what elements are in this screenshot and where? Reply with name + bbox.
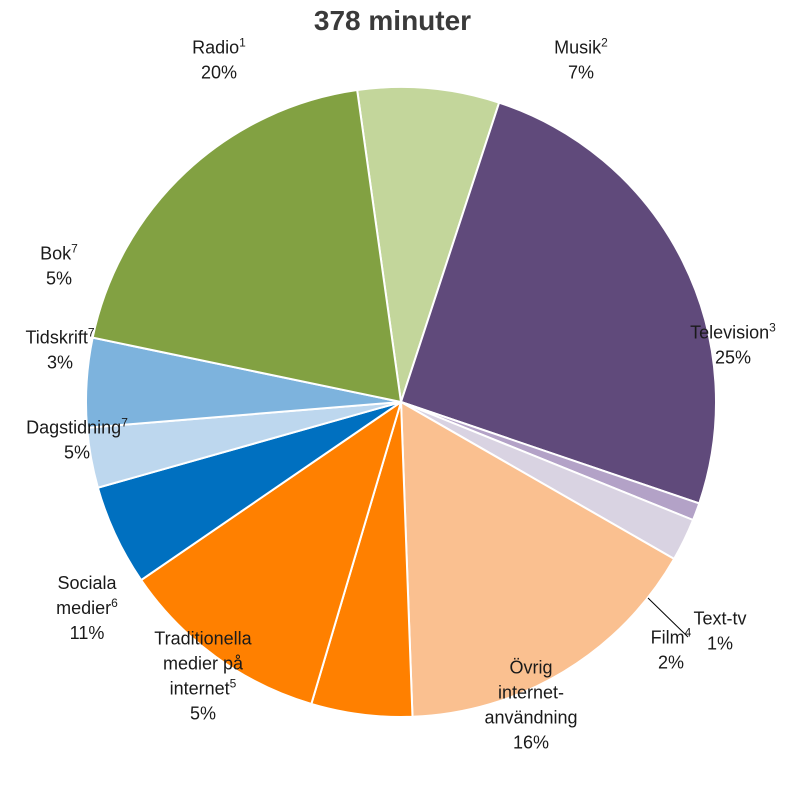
slice-label-film: Film4 2% xyxy=(651,626,692,673)
pie-slice-övrig-internet-användning xyxy=(399,400,676,718)
slice-value-övrig-internet-användning: 16% xyxy=(513,733,549,753)
slice-value-radio: 20% xyxy=(201,63,237,83)
slice-value-bok: 5% xyxy=(46,269,72,289)
chart-title: 378 minuter xyxy=(313,5,472,36)
slice-label-traditionella-medier-på-internet: Traditionella medier på internet5 5% xyxy=(154,629,252,724)
pie-slice-radio xyxy=(91,88,403,404)
slice-label-musik: Musik2 7% xyxy=(554,36,608,83)
slice-value-text-tv: 1% xyxy=(707,634,733,654)
slice-label-tidskrift: Tidskrift7 3% xyxy=(25,326,94,373)
slice-label-övrig-internet-användning: Övrig internet-användning 16% xyxy=(484,658,577,753)
slice-value-traditionella-medier-på-internet: 5% xyxy=(190,704,216,724)
slice-value-sociala-medier: 11% xyxy=(70,623,105,643)
slice-value-musik: 7% xyxy=(568,63,594,83)
slice-label-radio: Radio1 20% xyxy=(192,36,246,83)
slice-label-text-tv: Text-tv 1% xyxy=(693,609,746,654)
pie-slice-musik xyxy=(356,86,501,403)
slice-value-film: 2% xyxy=(658,653,684,673)
pie-slice-sociala-medier xyxy=(139,399,403,706)
slice-value-television: 25% xyxy=(715,348,751,368)
pie-slice-television xyxy=(399,101,718,505)
slice-label-dagstidning: Dagstidning7 5% xyxy=(26,416,128,463)
leader-line-text-tv xyxy=(647,597,689,638)
slice-value-tidskrift: 3% xyxy=(47,353,73,373)
slice-value-dagstidning: 5% xyxy=(64,443,90,463)
slice-label-bok: Bok7 5% xyxy=(40,242,78,289)
slice-label-sociala-medier: Sociala medier6 11% xyxy=(56,573,118,643)
slice-label-television: Television3 25% xyxy=(690,321,776,368)
